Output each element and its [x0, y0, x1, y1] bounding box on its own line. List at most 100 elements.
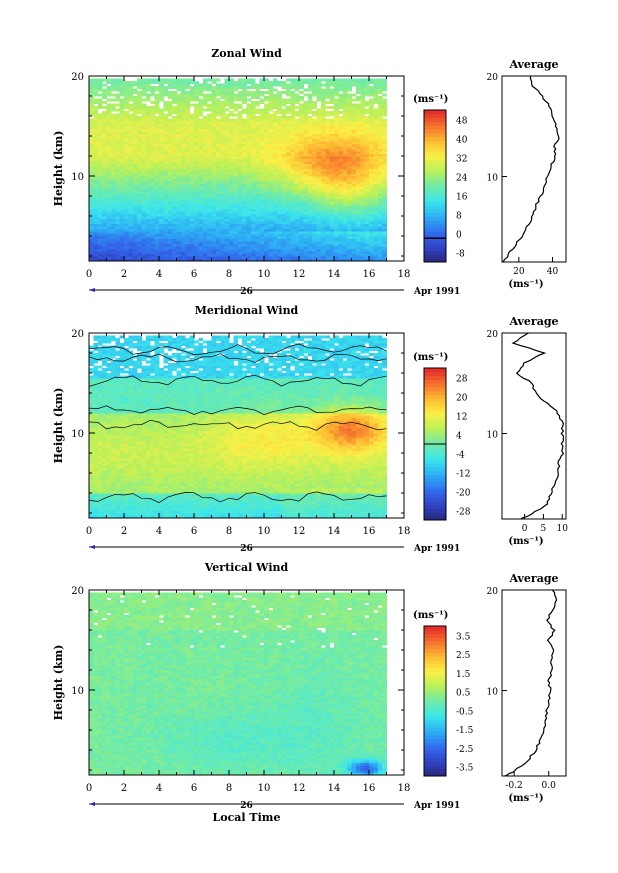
heatmap-cell	[106, 196, 112, 199]
heatmap-cell	[132, 146, 138, 149]
heatmap-cell	[119, 236, 125, 239]
heatmap-cell	[329, 228, 335, 232]
heatmap-cell	[264, 123, 269, 127]
heatmap-cell	[167, 178, 173, 182]
heatmap-cell	[202, 81, 208, 84]
heatmap-cell	[307, 226, 313, 229]
heatmap-cell	[303, 221, 309, 224]
heatmap-cell	[303, 113, 309, 117]
heatmap-cell	[220, 133, 226, 137]
heatmap-cell	[281, 183, 287, 187]
heatmap-cell	[229, 166, 234, 169]
heatmap-cell	[369, 218, 374, 222]
heatmap-cell	[189, 203, 195, 207]
heatmap-cell	[347, 113, 352, 117]
heatmap-cell	[180, 133, 186, 137]
heatmap-cell	[347, 78, 352, 82]
heatmap-cell	[128, 193, 134, 197]
heatmap-cell	[285, 241, 291, 244]
heatmap-cell	[115, 103, 121, 107]
heatmap-cell	[237, 198, 243, 202]
heatmap-cell	[355, 96, 361, 99]
heatmap-cell	[198, 201, 204, 204]
heatmap-cell	[167, 216, 173, 219]
heatmap-cell	[207, 236, 212, 239]
heatmap-cell	[325, 118, 331, 122]
heatmap-cell	[303, 191, 309, 194]
heatmap-cell	[150, 258, 156, 262]
heatmap-cell	[325, 203, 331, 207]
heatmap-cell	[373, 131, 379, 134]
heatmap-cell	[172, 193, 177, 197]
heatmap-cell	[102, 131, 107, 134]
heatmap-cell	[264, 131, 269, 134]
heatmap-cell	[268, 173, 274, 177]
heatmap-cell	[307, 163, 313, 167]
heatmap-cell	[255, 103, 261, 107]
heatmap-cell	[360, 131, 366, 134]
heatmap-cell	[342, 123, 348, 127]
heatmap-cell	[250, 238, 256, 242]
heatmap-cell	[307, 236, 313, 239]
heatmap-cell	[97, 98, 103, 102]
heatmap-cell	[307, 111, 313, 114]
heatmap-cell	[285, 173, 291, 177]
heatmap-cell	[377, 141, 383, 144]
heatmap-cell	[102, 208, 107, 212]
heatmap-cell	[255, 83, 261, 87]
average-x-label: (ms⁻¹)	[508, 279, 543, 290]
heatmap-cell	[198, 178, 204, 182]
heatmap-cell	[307, 106, 313, 109]
heatmap-cell	[163, 176, 169, 179]
heatmap-cell	[307, 218, 313, 222]
heatmap-cell	[242, 198, 247, 202]
heatmap-cell	[132, 206, 138, 209]
heatmap-cell	[373, 151, 379, 154]
heatmap-cell	[259, 121, 265, 124]
heatmap-cell	[277, 191, 282, 194]
heatmap-cell	[229, 253, 234, 257]
heatmap-cell	[290, 106, 296, 109]
heatmap-cell	[202, 108, 208, 112]
heatmap-cell	[355, 91, 361, 94]
heatmap-cell	[215, 146, 221, 149]
heatmap-cell	[250, 183, 256, 187]
heatmap-cell	[141, 206, 147, 209]
heatmap-cell	[285, 136, 291, 139]
heatmap-cell	[373, 213, 379, 217]
heatmap-cell	[233, 106, 239, 109]
heatmap-cell	[198, 136, 204, 139]
heatmap-cell	[215, 253, 221, 257]
heatmap-cell	[250, 151, 256, 154]
heatmap-cell	[272, 138, 278, 142]
heatmap-cell	[334, 248, 339, 252]
heatmap-cell	[272, 126, 278, 129]
heatmap-cell	[272, 201, 278, 204]
heatmap-cell	[264, 226, 269, 229]
heatmap-cell	[185, 163, 191, 167]
heatmap-cell	[246, 108, 252, 112]
heatmap-cell	[360, 183, 366, 187]
heatmap-cell	[172, 118, 177, 122]
heatmap-cell	[325, 186, 331, 189]
heatmap-cell	[242, 248, 247, 252]
heatmap-cell	[342, 93, 348, 97]
heatmap-cell	[163, 146, 169, 149]
heatmap-cell	[369, 91, 374, 94]
heatmap-cell	[128, 83, 134, 87]
heatmap-cell	[233, 206, 239, 209]
heatmap-cell	[128, 236, 134, 239]
heatmap-cell	[215, 133, 221, 137]
heatmap-cell	[268, 158, 274, 162]
heatmap-cell	[373, 163, 379, 167]
heatmap-cell	[347, 256, 352, 259]
heatmap-cell	[124, 151, 129, 154]
heatmap-cell	[360, 143, 366, 147]
heatmap-cell	[89, 390, 94, 394]
heatmap-cell	[128, 163, 134, 167]
heatmap-cell	[307, 143, 313, 147]
heatmap-cell	[97, 136, 103, 139]
heatmap-cell	[277, 196, 282, 199]
heatmap-cell	[124, 163, 129, 167]
heatmap-cell	[97, 181, 103, 184]
